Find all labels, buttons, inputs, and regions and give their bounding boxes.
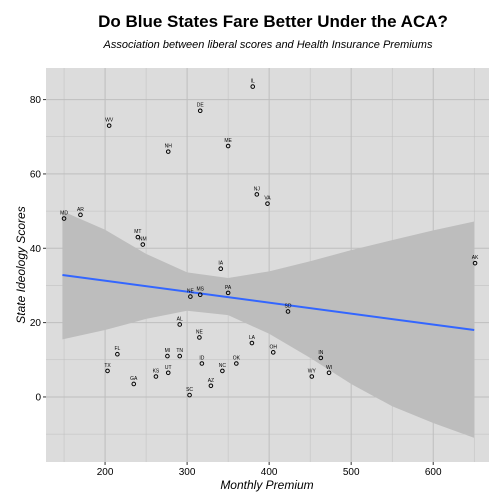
data-point	[225, 290, 231, 296]
point-label: SC	[186, 387, 193, 393]
point-label: MT	[134, 229, 141, 235]
data-point	[225, 143, 231, 149]
data-point	[220, 368, 225, 374]
x-tick-label: 400	[261, 467, 278, 478]
x-axis-label: Monthly Premium	[220, 478, 313, 492]
y-tick-label: 80	[30, 95, 42, 106]
data-point	[285, 309, 291, 314]
point-label: GA	[130, 376, 138, 382]
point-label: AZ	[208, 378, 214, 384]
point-label: OK	[233, 356, 241, 362]
point-label: MS	[196, 287, 204, 293]
data-points: ILDEWVMENHNJVAMDARMTNMAKIAPAMSNESDALNELA…	[60, 79, 479, 398]
y-tick-label: 60	[30, 169, 42, 180]
data-point	[177, 353, 183, 359]
data-point	[309, 374, 315, 379]
point-label: VA	[264, 196, 271, 202]
point-label: WY	[308, 369, 317, 375]
point-label: AK	[472, 255, 479, 261]
y-tick-label: 40	[30, 244, 42, 255]
point-label: UT	[165, 365, 172, 371]
data-point	[165, 353, 170, 359]
data-point	[265, 201, 270, 206]
point-label: AL	[177, 316, 183, 322]
point-label: IA	[218, 261, 223, 267]
point-label: TN	[176, 348, 183, 354]
data-point	[208, 383, 214, 389]
point-label: LA	[249, 335, 256, 341]
y-tick-label: 20	[30, 318, 42, 329]
data-point	[326, 370, 332, 376]
data-point	[234, 361, 239, 366]
point-label: AR	[77, 207, 84, 213]
data-point	[140, 242, 146, 247]
trend-line	[62, 274, 475, 332]
point-label: KS	[153, 369, 160, 375]
data-point	[197, 292, 203, 298]
data-point	[78, 212, 83, 218]
data-point	[270, 350, 276, 355]
point-label: OH	[269, 344, 277, 350]
point-label: IN	[318, 350, 323, 356]
data-point	[177, 322, 183, 327]
data-point	[197, 108, 203, 114]
x-tick-label: 300	[179, 467, 196, 478]
y-axis-label: State Ideology Scores	[14, 206, 28, 323]
data-point	[188, 294, 193, 299]
data-point	[165, 370, 171, 376]
data-point	[153, 374, 159, 379]
x-axis-ticks: 200 300 400 500 600	[97, 462, 442, 478]
point-label: NM	[139, 237, 147, 243]
point-label: TX	[104, 363, 111, 369]
chart-subtitle: Association between liberal scores and H…	[103, 39, 433, 51]
x-tick-label: 200	[97, 467, 114, 478]
data-point	[115, 351, 120, 357]
data-point	[131, 381, 137, 387]
point-label: NJ	[254, 186, 261, 192]
point-label: ID	[199, 356, 204, 362]
data-point	[218, 266, 224, 272]
point-label: IL	[251, 79, 255, 85]
data-point	[472, 260, 478, 266]
point-label: DE	[197, 103, 205, 109]
data-point	[199, 361, 205, 366]
data-point	[106, 123, 112, 128]
data-point	[135, 234, 141, 240]
y-axis-ticks: 0 20 40 60 80	[30, 95, 46, 403]
point-label: FL	[114, 346, 120, 352]
data-point	[165, 149, 171, 154]
point-label: WI	[326, 365, 332, 371]
chart-title: Do Blue States Fare Better Under the ACA…	[98, 12, 448, 31]
point-label: MI	[165, 348, 171, 354]
data-point	[249, 340, 255, 346]
data-point	[250, 84, 256, 89]
point-label: WV	[105, 118, 114, 124]
data-point	[105, 368, 110, 374]
point-label: ME	[224, 138, 232, 144]
point-label: NE	[196, 329, 204, 335]
point-label: NC	[219, 363, 227, 369]
data-point	[318, 355, 324, 361]
data-point	[187, 392, 192, 398]
y-tick-label: 0	[35, 392, 41, 403]
data-point	[197, 335, 202, 340]
data-point	[61, 216, 67, 221]
x-tick-label: 500	[343, 467, 360, 478]
point-label: NE	[187, 289, 195, 295]
data-point	[254, 192, 260, 197]
x-tick-label: 600	[425, 467, 442, 478]
point-label: MD	[60, 211, 68, 217]
point-label: PA	[225, 285, 232, 291]
confidence-band	[62, 211, 475, 438]
point-label: SD	[285, 303, 292, 309]
point-label: NH	[165, 144, 173, 150]
